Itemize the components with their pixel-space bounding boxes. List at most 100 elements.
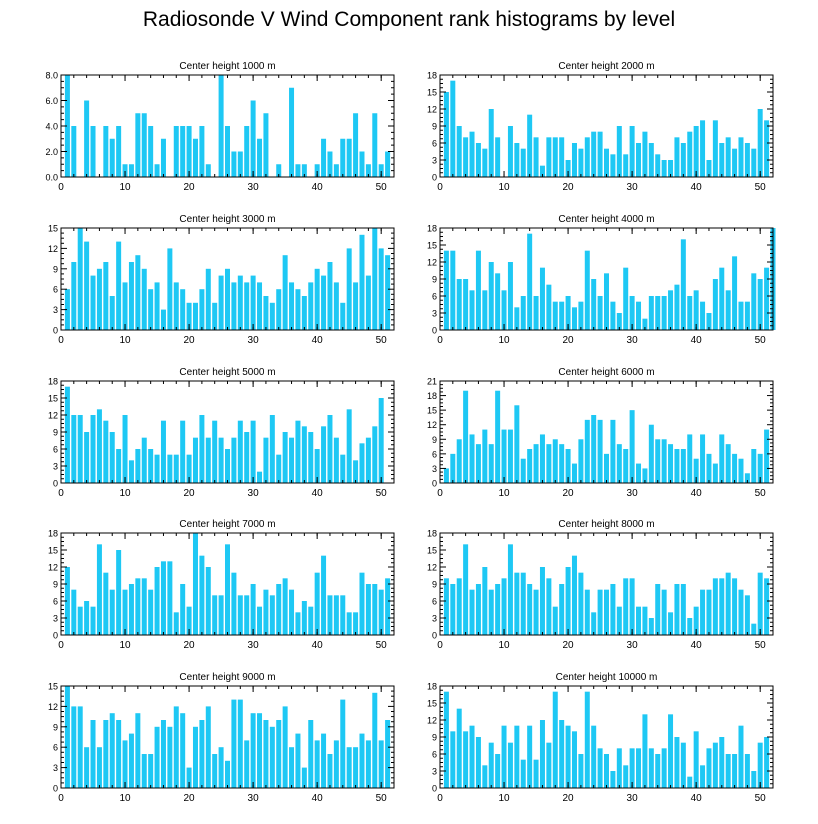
y-tick-label: 9 — [53, 722, 58, 732]
bar — [257, 138, 263, 177]
y-tick-label: 15 — [48, 224, 58, 234]
bar — [365, 437, 371, 483]
bar — [604, 148, 609, 177]
bar — [90, 720, 96, 788]
x-tick-label: 30 — [248, 793, 260, 804]
bar — [333, 282, 339, 330]
panel-8: Center height 8000 m 0 10 20 30 40 50 0 3 6 9 12 15 1… — [427, 519, 774, 651]
bar — [488, 444, 494, 483]
y-tick-label: 12 — [427, 716, 437, 726]
bar — [687, 131, 693, 177]
bar — [539, 434, 545, 483]
bar — [122, 589, 128, 635]
bar — [103, 720, 109, 788]
y-tick-label: 12 — [427, 258, 437, 268]
bar — [527, 449, 533, 483]
bar — [64, 386, 70, 483]
bar — [514, 572, 520, 635]
x-tick-label: 10 — [119, 182, 131, 193]
bar — [655, 439, 661, 483]
bar — [680, 742, 686, 788]
y-tick-label: 6 — [53, 285, 58, 295]
bar — [591, 279, 597, 330]
x-tick-label: 20 — [184, 488, 196, 499]
x-tick-label: 50 — [376, 793, 388, 804]
bar — [623, 578, 629, 635]
x-tick-label: 0 — [437, 640, 443, 651]
bar — [469, 434, 475, 483]
bar — [597, 131, 603, 177]
bar — [116, 449, 122, 483]
bar — [533, 589, 539, 635]
bar — [706, 589, 712, 635]
x-tick-label: 40 — [691, 488, 703, 499]
bar — [333, 740, 339, 788]
bar — [154, 164, 160, 177]
bar — [693, 290, 699, 330]
bar — [96, 544, 102, 635]
bar — [237, 699, 243, 788]
bar — [308, 432, 314, 483]
bar — [725, 137, 731, 177]
bar — [301, 767, 307, 788]
bar — [116, 720, 122, 788]
y-tick-label: 15 — [427, 88, 437, 98]
bar — [565, 725, 571, 788]
bar — [514, 307, 520, 330]
y-tick-label: 8.0 — [45, 71, 58, 81]
bar — [372, 426, 378, 483]
bar — [751, 148, 757, 177]
x-tick-label: 0 — [437, 335, 443, 346]
bar — [616, 606, 622, 635]
bar — [495, 137, 501, 177]
bar — [565, 296, 571, 330]
x-tick-label: 30 — [248, 182, 260, 193]
bar — [321, 426, 327, 483]
bar — [84, 100, 90, 177]
bar — [122, 282, 128, 330]
bar — [764, 120, 770, 177]
bar — [116, 550, 122, 635]
bar — [597, 296, 603, 330]
bar — [744, 595, 750, 635]
bar — [231, 572, 237, 635]
bar — [546, 444, 552, 483]
bar — [527, 114, 533, 177]
panel-title: Center height 2000 m — [558, 61, 654, 72]
bar — [610, 154, 616, 177]
bar — [116, 241, 122, 330]
x-tick-label: 0 — [58, 182, 64, 193]
bar — [591, 131, 597, 177]
bar — [578, 754, 584, 788]
y-tick-label: 15 — [427, 699, 437, 709]
bar — [680, 449, 686, 483]
bar — [128, 460, 134, 483]
bar — [591, 612, 597, 635]
bar — [141, 113, 147, 177]
bar — [135, 578, 141, 635]
bar — [301, 296, 307, 330]
y-tick-label: 3 — [53, 305, 58, 315]
bar — [205, 437, 211, 483]
bar — [450, 453, 456, 483]
bar — [514, 143, 520, 177]
bar — [116, 126, 122, 177]
bar — [180, 584, 186, 635]
panel-5: Center height 5000 m 0 10 20 30 40 50 0 3 6 9 12 15 1… — [48, 367, 395, 499]
bar — [289, 747, 295, 788]
x-tick-label: 50 — [376, 182, 388, 193]
bar — [212, 754, 218, 788]
y-tick-label: 15 — [48, 394, 58, 404]
bar — [507, 126, 513, 177]
bar — [507, 429, 513, 483]
bar — [333, 437, 339, 483]
bar — [160, 309, 166, 330]
y-tick-label: 6 — [432, 139, 437, 149]
bar — [295, 612, 301, 635]
bar — [90, 126, 96, 177]
x-tick-label: 30 — [248, 488, 260, 499]
bar — [218, 275, 224, 330]
bar — [616, 748, 622, 788]
bar — [642, 131, 648, 177]
bar — [559, 137, 565, 177]
